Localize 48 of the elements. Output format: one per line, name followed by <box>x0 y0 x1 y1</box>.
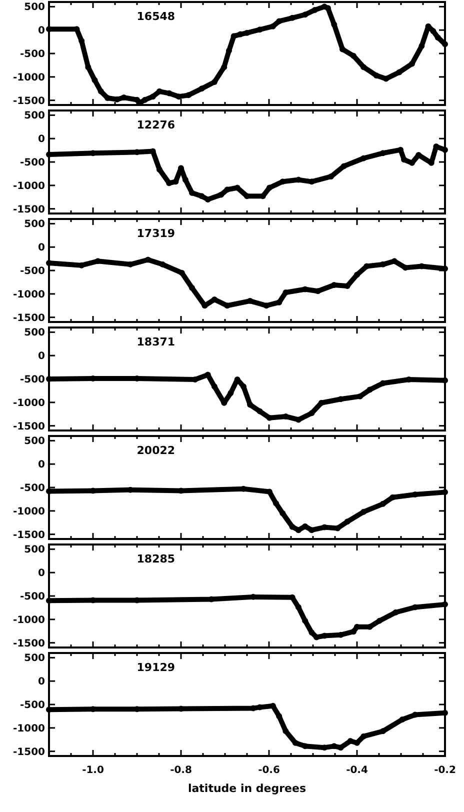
text: 19129 <box>136 661 176 674</box>
text: 17319 <box>136 227 176 240</box>
x-tick-label: -0.8 <box>170 765 192 776</box>
y-tick-label: -500 <box>20 49 46 60</box>
y-tick-label: -500 <box>20 266 46 277</box>
y-tick-label: -1000 <box>13 180 46 192</box>
y-tick-label: 500 <box>24 544 46 556</box>
y-tick-label: 0 <box>38 134 46 146</box>
y-tick-label: -500 <box>20 700 46 711</box>
y-tick-label: 500 <box>24 436 46 448</box>
y-tick-label: -1000 <box>13 289 46 300</box>
x-tick-label: -0.2 <box>434 765 456 776</box>
y-tick-label: -1500 <box>13 746 46 758</box>
y-tick-label: -1500 <box>13 312 46 324</box>
y-tick-label: -500 <box>20 158 46 168</box>
y-tick-label: -1500 <box>13 638 46 650</box>
y-tick-label: 0 <box>38 676 46 688</box>
y-tick-label: -1500 <box>13 96 46 107</box>
y-tick-label: -1000 <box>13 398 46 409</box>
y-tick-label: 0 <box>38 351 46 362</box>
y-tick-label: -1000 <box>13 72 46 84</box>
y-tick-label: -1500 <box>13 530 46 541</box>
y-tick-label: -500 <box>20 374 46 386</box>
y-tick-label: 0 <box>38 568 46 580</box>
x-tick-label: -0.4 <box>346 765 368 776</box>
x-tick-label: -1.0 <box>82 765 104 776</box>
x-axis-title: latitude in degrees <box>188 782 306 795</box>
y-tick-label: -1000 <box>13 614 46 626</box>
y-tick-label: -500 <box>20 592 46 602</box>
y-tick-label: 500 <box>24 328 46 339</box>
y-tick-label: 500 <box>24 2 46 14</box>
y-tick-label: -1000 <box>13 723 46 734</box>
text: 18285 <box>136 552 176 566</box>
y-tick-label: 500 <box>24 219 46 230</box>
text: 16548 <box>136 10 176 23</box>
text: 12276 <box>136 118 176 132</box>
y-tick-label: -1000 <box>13 506 46 518</box>
y-tick-label: 500 <box>24 110 46 122</box>
y-tick-label: 0 <box>38 460 46 471</box>
y-tick-label: -1500 <box>13 204 46 216</box>
y-tick-label: 0 <box>38 242 46 254</box>
y-tick-label: 0 <box>38 26 46 37</box>
x-tick-label: -0.6 <box>258 765 280 776</box>
y-tick-label: -1500 <box>13 421 46 432</box>
text: 20022 <box>136 444 176 457</box>
y-tick-label: 500 <box>24 653 46 664</box>
y-tick-label: -500 <box>20 483 46 494</box>
text: 18371 <box>136 336 176 348</box>
